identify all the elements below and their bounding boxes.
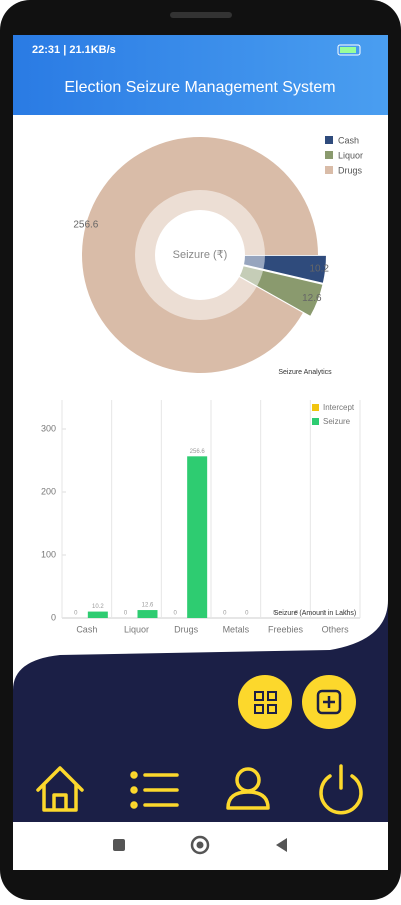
legend-swatch: [325, 166, 333, 174]
bar-value-label: 0: [173, 611, 177, 617]
bar: [137, 610, 158, 618]
x-tick-label: Cash: [76, 624, 97, 634]
y-tick-label: 300: [41, 423, 56, 433]
home-dot: [196, 841, 204, 849]
legend-label: Liquor: [338, 150, 363, 160]
bar-value-label: 10.2: [92, 604, 104, 610]
bar-value-label: 0: [74, 611, 78, 617]
bar-value-label: 0: [223, 611, 227, 617]
x-tick-label: Drugs: [174, 624, 199, 634]
speaker: [170, 12, 232, 18]
bar-value-label: 0: [344, 611, 348, 617]
home-icon[interactable]: [36, 766, 84, 812]
bottom-panel: [13, 600, 388, 822]
x-tick-label: Others: [322, 624, 350, 634]
legend-swatch: [312, 404, 319, 411]
bar-value-label: 256.6: [190, 449, 206, 455]
status-time: 22:31 | 21.1KB/s: [32, 44, 116, 56]
app-bar: [13, 35, 388, 115]
app-title: Election Seizure Management System: [64, 79, 335, 96]
scan-button[interactable]: [238, 675, 292, 729]
pie-label: 256.6: [73, 220, 98, 231]
pie-label: 12.6: [302, 293, 322, 304]
bar: [87, 611, 108, 618]
back-button[interactable]: [276, 838, 287, 852]
legend-label: Intercept: [323, 403, 355, 412]
bar-value-label: 0: [273, 611, 277, 617]
recents-button[interactable]: [113, 839, 125, 851]
bar-value-label: 0: [295, 611, 299, 617]
home-button[interactable]: [190, 835, 210, 855]
y-tick-label: 200: [41, 486, 56, 496]
legend-swatch: [325, 136, 333, 144]
list-dot: [130, 801, 138, 809]
legend-label: Cash: [338, 135, 359, 145]
list-dot: [130, 786, 138, 794]
bar-value-label: 0: [124, 611, 128, 617]
legend-label: Seizure: [323, 417, 351, 426]
scan-icon: [254, 691, 277, 714]
bar: [187, 456, 208, 618]
pie-label: 10.2: [309, 263, 329, 274]
power-icon[interactable]: [319, 764, 363, 815]
x-tick-label: Liquor: [124, 624, 149, 634]
center-hole: [155, 210, 245, 300]
y-tick-label: 100: [41, 549, 56, 559]
battery: [337, 44, 361, 56]
x-tick-label: Metals: [223, 624, 250, 634]
battery-level: [340, 47, 356, 53]
center-label: Seizure (₹): [173, 249, 228, 261]
list-icon[interactable]: [143, 773, 179, 807]
charts: 10.2 12.6 256.6 Seizure (₹) Cash Liquor Drugs S…: [41, 135, 363, 634]
nav-icons: [36, 764, 363, 815]
list-dot: [130, 771, 138, 779]
user-body: [226, 790, 270, 810]
bar-value-label: 0: [322, 611, 326, 617]
chart-caption: Seizure (Amount in Lakhs): [274, 610, 356, 617]
legend-label: Drugs: [338, 165, 363, 175]
chart-caption: Seizure Analytics: [278, 369, 332, 376]
legend-swatch: [325, 151, 333, 159]
legend-swatch: [312, 418, 319, 425]
bar-value-label: 12.6: [142, 603, 154, 609]
add-icon: [316, 689, 342, 715]
x-tick-label: Freebies: [268, 624, 304, 634]
y-tick-label: 0: [51, 612, 56, 622]
bar-value-label: 0: [245, 611, 249, 617]
